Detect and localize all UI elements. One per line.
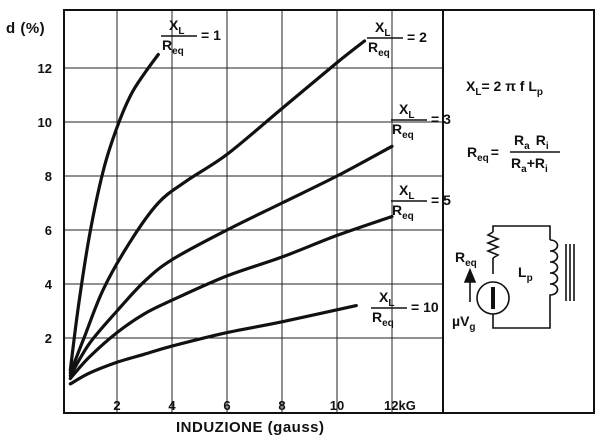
- series-layer: [68, 39, 394, 386]
- series-label-numerator: XL: [379, 289, 394, 309]
- tick-labels: 2 4 6 8 10 12kG 2 4 6 8 10 12: [38, 61, 416, 413]
- series-line: [68, 52, 160, 372]
- inductor-coil-symbol: [549, 239, 559, 306]
- series-label-value: = 10: [411, 299, 439, 315]
- series-label-value: = 1: [201, 27, 221, 43]
- y-tick-label: 10: [38, 115, 52, 130]
- series-label-numerator: XL: [399, 182, 414, 202]
- series-label-denominator: Req: [392, 121, 414, 141]
- x-tick-label: 6: [223, 398, 230, 413]
- y-tick-label: 12: [38, 61, 52, 76]
- circuit-diagram: [463, 225, 575, 329]
- series-label-denominator: Req: [392, 202, 414, 222]
- svg-text:d (%): d (%): [6, 20, 45, 37]
- svg-text:Req=: Req =: [467, 144, 499, 164]
- circuit-source-label: µVg: [452, 313, 476, 333]
- voltage-source-symbol: [476, 281, 510, 315]
- series-line: [68, 144, 394, 378]
- y-axis-title: d (%): [6, 20, 45, 37]
- svg-text:Ra+Ri: Ra+Ri: [511, 155, 548, 175]
- x-tick-label: 8: [278, 398, 285, 413]
- series-label-denominator: Req: [372, 309, 394, 329]
- formula-xl: XL= 2 π f Lp: [466, 78, 543, 98]
- circuit-wire-top: [492, 225, 551, 240]
- resistor-symbol: [485, 231, 501, 259]
- plot-frame: [63, 9, 595, 414]
- x-tick-label: 2: [113, 398, 120, 413]
- formula-req: Req = Ra Ri Ra+Ri: [467, 132, 560, 175]
- series-label-denominator: Req: [162, 37, 184, 57]
- x-tick-label: 12kG: [384, 398, 416, 413]
- svg-text:XL= 2 π f Lp: XL= 2 π f Lp: [466, 78, 543, 98]
- y-tick-label: 6: [45, 223, 52, 238]
- circuit-lp-label: Lp: [518, 264, 533, 284]
- y-tick-label: 4: [45, 277, 53, 292]
- series-label-value: = 3: [431, 111, 451, 127]
- circuit-wire-bottom: [492, 306, 551, 329]
- series-label-numerator: XL: [399, 101, 414, 121]
- y-tick-label: 8: [45, 169, 52, 184]
- series-line: [68, 214, 394, 381]
- y-tick-label: 2: [45, 331, 52, 346]
- series-label-value: = 5: [431, 192, 451, 208]
- circuit-req-label: Req: [455, 249, 477, 269]
- series-label-value: = 2: [407, 29, 427, 45]
- current-arrow-head: [463, 267, 477, 283]
- grid-layer: [64, 10, 443, 413]
- x-axis-title: INDUZIONE (gauss): [176, 419, 325, 436]
- series-line: [68, 304, 358, 386]
- series-label-numerator: XL: [375, 19, 390, 39]
- series-label-numerator: XL: [169, 17, 184, 37]
- x-tick-label: 4: [168, 398, 176, 413]
- series-line: [68, 39, 367, 375]
- series-label-denominator: Req: [368, 39, 390, 59]
- x-tick-label: 10: [330, 398, 344, 413]
